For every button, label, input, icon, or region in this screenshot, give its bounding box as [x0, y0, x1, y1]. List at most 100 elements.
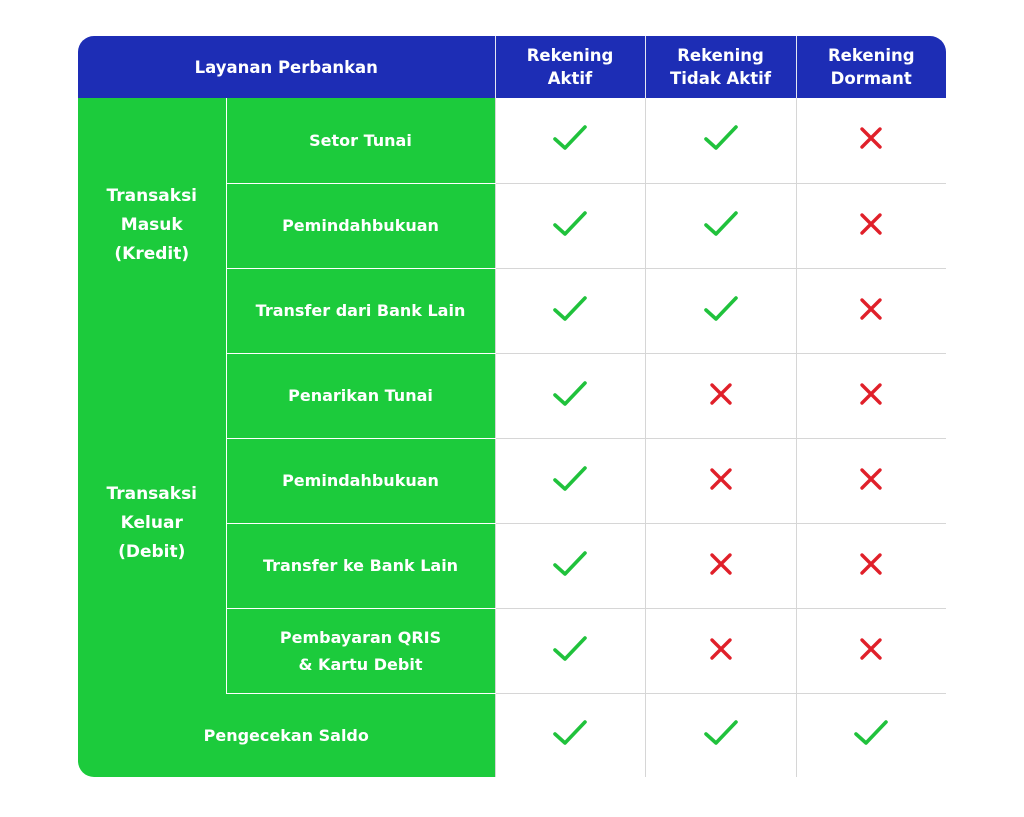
row-0-2-col-3: [795, 268, 946, 354]
row-single-0-col-1: [494, 693, 645, 777]
check-icon-svg: [553, 210, 587, 236]
header-col-aktif: Rekening Aktif: [495, 36, 646, 98]
check-icon: [550, 204, 590, 244]
table-body: Transaksi Masuk (Kredit) Setor Tunai Pemin…: [78, 98, 946, 777]
header-col-tidak-aktif: Rekening Tidak Aktif: [645, 36, 797, 98]
row-1-1-col-2: [644, 438, 796, 524]
service-name: Transfer ke Bank Lain: [262, 556, 459, 575]
check-icon-svg: [553, 295, 587, 321]
check-icon-svg: [854, 720, 888, 745]
cross-icon: [701, 374, 741, 414]
row-1-0-col-3: [795, 353, 946, 439]
check-icon-svg: [553, 720, 587, 745]
cross-icon: [851, 289, 891, 329]
service-name-cell: Transfer dari Bank Lain: [226, 268, 495, 354]
header-col-tidak-aktif-label: Rekening Tidak Aktif: [669, 46, 772, 88]
header-row: Layanan Perbankan Rekening Aktif Rekenin…: [78, 36, 946, 98]
row-1-3-col-1: [494, 608, 645, 694]
check-icon-svg: [703, 125, 738, 151]
row-1-3-col-2: [644, 608, 796, 694]
row-1-1-col-1: [494, 438, 645, 524]
row-single-0-col-2: [644, 693, 796, 777]
row-0-2-col-2: [644, 268, 796, 354]
cross-icon: [701, 544, 741, 584]
service-name: Transfer dari Bank Lain: [255, 301, 466, 320]
group-label: Transaksi Keluar (Debit): [106, 483, 198, 562]
row-0-1-col-3: [795, 183, 946, 269]
group-label: Transaksi Masuk (Kredit): [106, 186, 198, 264]
table-row: Pemindahbukuan: [78, 183, 946, 269]
service-name: Setor Tunai: [309, 130, 412, 150]
table-row: Transaksi Keluar (Debit) Penarikan Tunai: [78, 353, 946, 693]
row-0-1-col-1: [494, 183, 645, 269]
cross-icon: [851, 204, 891, 244]
row-0-0-col-3: [795, 98, 946, 184]
row-single-0-col-3: [795, 693, 946, 777]
cross-icon: [851, 459, 891, 499]
check-icon-svg: [553, 380, 587, 406]
service-name-cell: Penarikan Tunai: [226, 353, 495, 439]
header-col-aktif-label: Rekening Aktif: [526, 46, 614, 88]
table-row: Pemindahbukuan: [78, 438, 946, 524]
row-1-0-col-1: [494, 353, 645, 439]
cross-icon-svg: [860, 127, 882, 149]
cross-icon-svg: [860, 552, 882, 575]
cross-icon-svg: [860, 467, 882, 490]
check-icon: [550, 289, 590, 329]
check-icon-svg: [703, 720, 738, 745]
cross-icon: [701, 459, 741, 499]
service-name-cell: Pembayaran QRIS & Kartu Debit: [226, 608, 495, 694]
check-icon: [550, 374, 590, 414]
row-1-3-col-3: [795, 608, 946, 694]
row-1-2-col-2: [644, 523, 796, 609]
table-row: Transfer dari Bank Lain: [78, 268, 946, 354]
row-1-2-col-3: [795, 523, 946, 609]
row-1-1-col-3: [795, 438, 946, 524]
check-icon: [851, 713, 891, 753]
header-service: Layanan Perbankan: [78, 36, 496, 98]
service-name: Pemindahbukuan: [282, 471, 439, 490]
row-0-0-col-1: [494, 98, 645, 184]
cross-icon-svg: [860, 297, 882, 320]
check-icon: [701, 289, 741, 329]
cross-icon: [701, 629, 741, 669]
cross-icon-svg: [860, 212, 882, 235]
check-icon-svg: [553, 550, 587, 576]
check-icon: [701, 204, 741, 244]
row-1-0-col-2: [644, 353, 796, 439]
cross-icon: [851, 118, 891, 158]
check-icon-svg: [553, 635, 587, 661]
check-icon: [701, 713, 741, 753]
check-icon: [550, 629, 590, 669]
service-name: Pengecekan Saldo: [203, 725, 369, 745]
cross-icon-svg: [709, 382, 732, 405]
row-0-1-col-2: [644, 183, 796, 269]
table-row: Transaksi Masuk (Kredit) Setor Tunai: [78, 98, 946, 353]
group-label-cell: Transaksi Masuk (Kredit): [78, 98, 227, 353]
group-label-cell: Transaksi Keluar (Debit): [78, 353, 227, 693]
cross-icon: [851, 629, 891, 669]
table-row: Pembayaran QRIS & Kartu Debit: [78, 608, 946, 694]
service-name-cell: Pemindahbukuan: [226, 438, 495, 524]
check-icon: [550, 713, 590, 753]
service-name-cell: Pemindahbukuan: [226, 183, 495, 269]
row-1-2-col-1: [494, 523, 645, 609]
check-icon: [550, 118, 590, 158]
cross-icon-svg: [709, 637, 732, 660]
check-icon-svg: [703, 295, 738, 321]
comparison-table-container: Layanan Perbankan Rekening Aktif Rekenin…: [78, 36, 946, 777]
cross-icon: [851, 544, 891, 584]
cross-icon: [851, 374, 891, 414]
table-row: Transfer ke Bank Lain: [78, 523, 946, 609]
row-0-2-col-1: [494, 268, 645, 354]
service-name: Penarikan Tunai: [288, 386, 433, 405]
service-name-cell: Transfer ke Bank Lain: [226, 523, 495, 609]
cross-icon-svg: [709, 552, 732, 575]
cross-icon-svg: [860, 382, 882, 405]
service-name: Pemindahbukuan: [282, 216, 439, 235]
cross-icon-svg: [860, 637, 882, 660]
check-icon-svg: [553, 465, 587, 491]
service-name: Pembayaran QRIS & Kartu Debit: [279, 627, 442, 674]
header-col-dormant-label: Rekening Dormant: [827, 46, 915, 88]
service-name-cell: Setor Tunai: [226, 98, 495, 184]
